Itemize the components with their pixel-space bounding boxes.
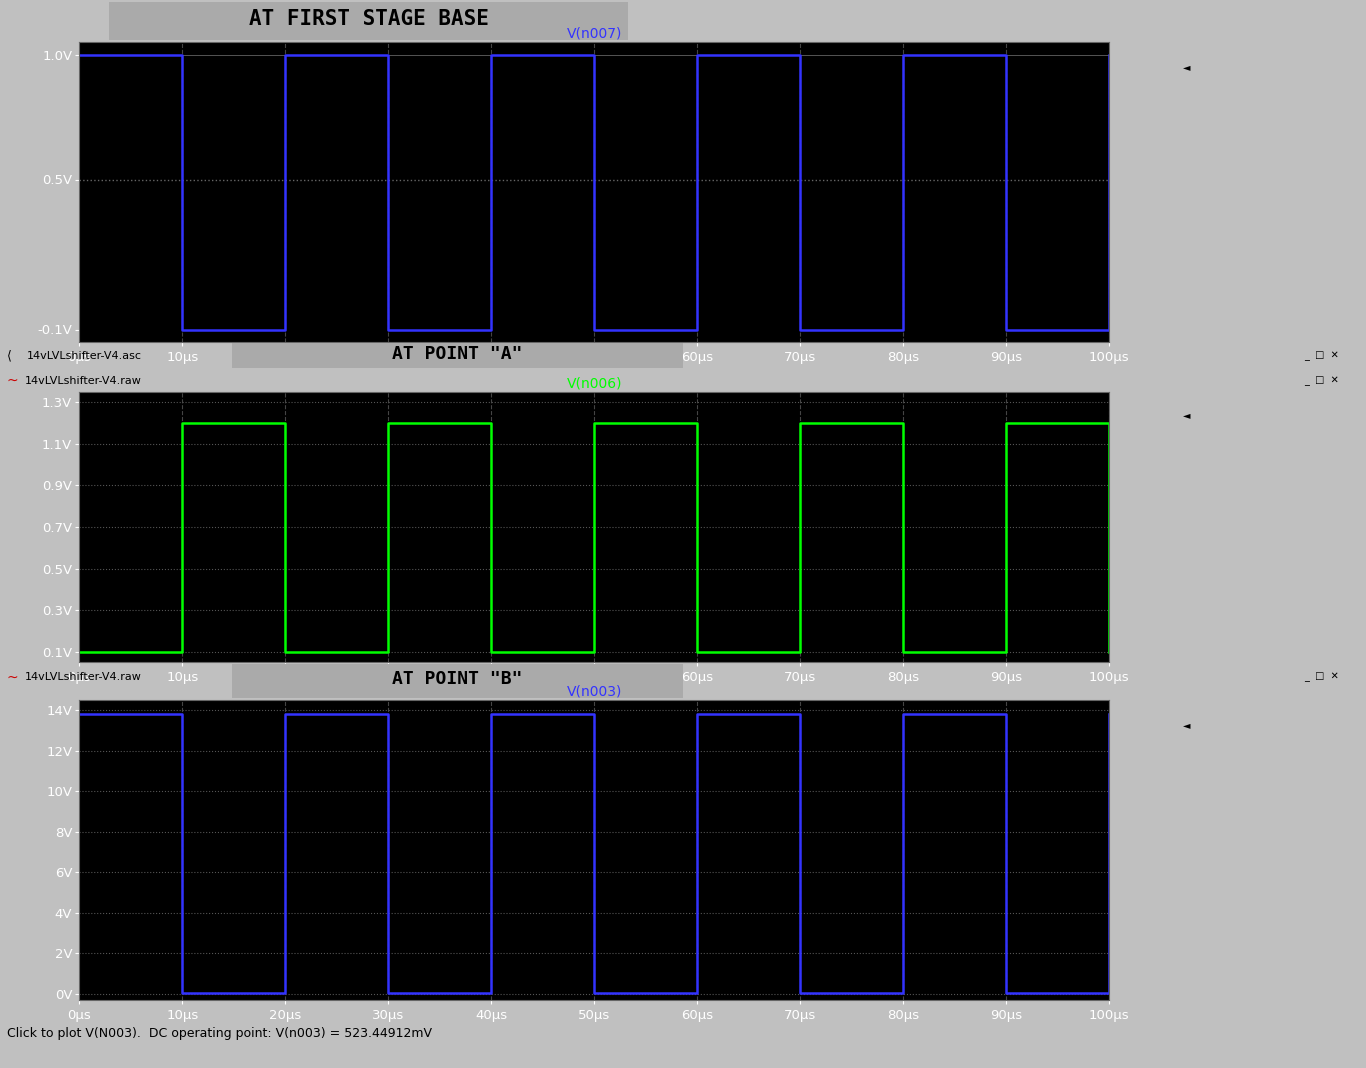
Text: V(n006): V(n006) — [567, 377, 622, 391]
Text: ◄: ◄ — [1183, 63, 1190, 73]
FancyBboxPatch shape — [232, 664, 683, 698]
FancyBboxPatch shape — [232, 344, 683, 368]
Text: 14vLVLshifter-V4.asc: 14vLVLshifter-V4.asc — [27, 350, 142, 361]
Text: V(n003): V(n003) — [567, 685, 622, 698]
Text: _  □  ✕: _ □ ✕ — [1305, 672, 1339, 682]
Text: Click to plot V(N003).  DC operating point: V(n003) = 523.44912mV: Click to plot V(N003). DC operating poin… — [7, 1027, 432, 1040]
Text: _  □  ✕: _ □ ✕ — [1305, 376, 1339, 386]
Text: ◄: ◄ — [1183, 721, 1190, 731]
Text: V(n007): V(n007) — [567, 27, 622, 41]
Text: ⟨: ⟨ — [7, 349, 12, 362]
Text: ◄: ◄ — [1183, 410, 1190, 420]
Text: ~: ~ — [7, 671, 19, 685]
Text: AT POINT "A": AT POINT "A" — [392, 345, 523, 363]
Text: AT FIRST STAGE BASE: AT FIRST STAGE BASE — [249, 9, 489, 29]
Text: 14vLVLshifter-V4.raw: 14vLVLshifter-V4.raw — [25, 672, 142, 682]
FancyBboxPatch shape — [109, 2, 628, 40]
Text: ~: ~ — [7, 374, 19, 388]
Text: _  □  ✕: _ □ ✕ — [1305, 350, 1339, 361]
Text: AT POINT "B": AT POINT "B" — [392, 670, 523, 688]
Text: 14vLVLshifter-V4.raw: 14vLVLshifter-V4.raw — [25, 376, 142, 386]
